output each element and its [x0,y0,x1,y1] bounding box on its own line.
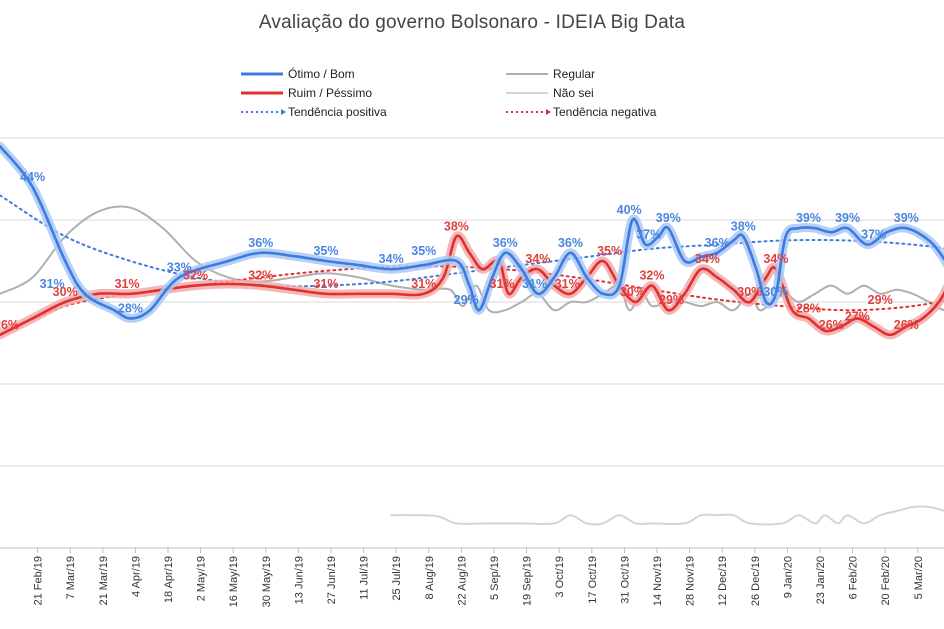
tick-label: 22 Aug/19 [456,556,468,606]
tick-label: 8 Aug/19 [424,556,436,599]
data-label: 34% [525,252,550,266]
data-label: 26% [0,318,19,332]
data-label: 34% [379,252,404,266]
data-label: 29% [454,293,479,307]
legend-label: Não sei [553,86,594,100]
data-label: 40% [617,203,642,217]
data-label: 37% [861,228,886,242]
data-label: 35% [313,244,338,258]
data-label: 28% [796,301,821,315]
data-label: 27% [845,310,870,324]
tick-label: 27 Jun/19 [326,556,338,604]
data-label: 39% [796,211,821,225]
legend-label: Ruim / Péssimo [288,86,372,100]
tick-label: 21 Mar/19 [98,556,110,606]
tick-label: 23 Jan/20 [815,556,827,604]
data-label: 31% [490,277,515,291]
tick-label: 11 Jul/19 [359,556,371,600]
tick-label: 30 May/19 [261,556,273,607]
data-label: 31% [522,277,547,291]
data-label: 36% [248,236,273,250]
data-label: 36% [705,236,730,250]
tick-label: 3 Oct/19 [554,556,566,598]
data-label: 30% [737,285,762,299]
tick-label: 2 May/19 [196,556,208,601]
tick-label: 7 Mar/19 [65,556,77,599]
series-line-otimo-bom [0,144,944,320]
data-labels: 44% 31% 28% 33% 36% 35% 34% 35% 29% 36% 31% 36% 40% 3… [0,170,919,332]
legend: Ótimo / Bom Regular Ruim / Péssimo Não sei T… [241,66,657,119]
data-label: 28% [118,301,143,315]
tick-label: 17 Oct/19 [587,556,599,604]
chart-title: Avaliação do governo Bolsonaro - IDEIA B… [258,12,686,33]
legend-label: Tendência positiva [288,105,387,119]
data-label: 39% [656,211,681,225]
tick-label: 25 Jul/19 [391,556,403,601]
series-line-nao-sei [390,505,944,526]
data-label: 31% [555,277,580,291]
data-label: 34% [763,252,788,266]
data-label: 31% [40,277,65,291]
grid-lines [0,137,944,549]
data-label: 32% [639,269,664,283]
tick-label: 26 Dec/19 [750,556,762,606]
data-label: 33% [167,260,192,274]
data-label: 39% [835,211,860,225]
data-label: 31% [411,277,436,291]
series-line-ruim-pessimo [0,234,944,337]
series-lines [0,141,944,526]
tick-label: 19 Sep/19 [522,556,534,606]
data-label: 31% [313,277,338,291]
tick-label: 4 Apr/19 [130,556,142,597]
tick-label: 9 Jan/20 [782,556,794,598]
tick-label: 13 Jun/19 [293,556,305,604]
data-label: 35% [411,244,436,258]
data-label: 37% [636,228,661,242]
x-axis: 21 Feb/19 7 Mar/19 21 Mar/19 4 Apr/19 18 Apr… [33,548,925,607]
data-label: 31% [115,277,140,291]
tick-label: 6 Feb/20 [848,556,860,599]
tick-label: 28 Nov/19 [685,556,697,606]
data-label: 36% [493,236,518,250]
data-label: 38% [731,219,756,233]
tick-label: 14 Nov/19 [652,556,664,606]
data-label: 44% [20,170,45,184]
tick-label: 5 Sep/19 [489,556,501,600]
tick-label: 31 Oct/19 [619,556,631,604]
data-label: 32% [248,269,273,283]
tick-label: 18 Apr/19 [163,556,175,603]
tick-label: 16 May/19 [228,556,240,607]
series-line-tendencia-positiva [0,194,944,288]
legend-label: Regular [553,67,595,81]
data-label: 30% [763,285,788,299]
tick-label: 5 Mar/20 [913,556,925,599]
data-label: 26% [819,318,844,332]
data-label: 38% [444,219,469,233]
legend-arrow-icon [546,109,551,115]
data-label: 30% [53,285,78,299]
tick-label: 21 Feb/19 [33,556,45,606]
data-label: 29% [659,293,684,307]
tick-label: 20 Feb/20 [880,556,892,606]
data-label: 39% [894,211,919,225]
data-label: 30% [620,285,645,299]
data-label: 32% [183,269,208,283]
data-label: 34% [695,252,720,266]
data-label: 36% [558,236,583,250]
legend-arrow-icon [281,109,286,115]
tick-label: 12 Dec/19 [717,556,729,606]
data-label: 29% [868,293,893,307]
legend-label: Tendência negativa [553,105,657,119]
data-label: 26% [894,318,919,332]
legend-label: Ótimo / Bom [288,66,355,81]
data-label: 35% [597,244,622,258]
